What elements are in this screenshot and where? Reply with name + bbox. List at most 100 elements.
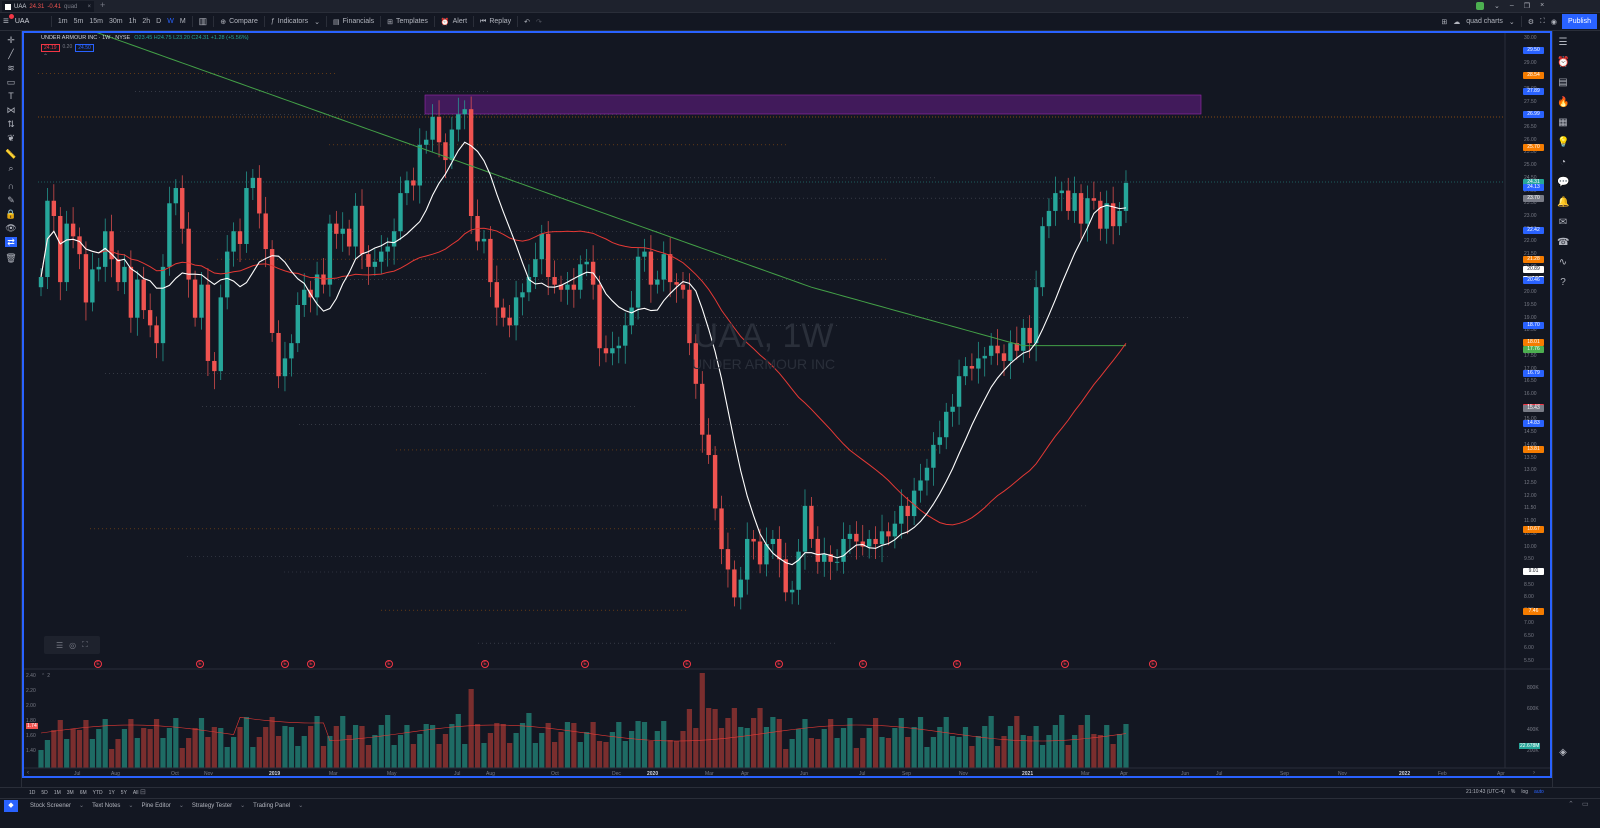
volume-bar[interactable] [795,729,802,768]
clock[interactable]: 21:10:43 (UTC-4) [1466,789,1505,795]
volume-bar[interactable] [1046,735,1052,768]
tab-close-icon[interactable]: × [87,3,91,10]
volume-bar[interactable] [1078,725,1084,768]
volume-bar[interactable] [577,742,583,768]
volume-bar[interactable] [590,722,596,768]
volume-bar[interactable] [462,744,468,768]
volume-bar[interactable] [911,727,917,768]
volume-bar[interactable] [545,723,551,768]
candle-body[interactable] [334,223,339,234]
candle-body[interactable] [539,233,544,260]
volume-bar[interactable] [153,719,160,768]
volume-bar[interactable] [442,734,449,768]
candle-body[interactable] [558,284,564,290]
templates-button[interactable]: Templates [396,18,428,25]
candle-body[interactable] [616,345,621,349]
candle-body[interactable] [327,223,333,285]
earnings-marker-icon[interactable]: E [196,660,204,668]
bottom-tab-chevron-icon[interactable]: ⌄ [298,803,304,809]
volume-bar[interactable] [994,746,1001,768]
candle-body[interactable] [661,254,666,280]
candle-body[interactable] [212,360,217,372]
earnings-marker-icon[interactable]: E [683,660,691,668]
brush-icon[interactable]: ❦ [7,133,15,143]
candle-body[interactable] [693,343,699,384]
trend-line-icon[interactable]: ╱ [8,49,14,59]
prediction-icon[interactable]: ⇅ [7,119,15,129]
volume-bar[interactable] [231,737,237,768]
candle-body[interactable] [969,366,975,369]
candle-body[interactable] [115,259,121,283]
volume-bar[interactable] [744,728,750,768]
candle-body[interactable] [854,533,859,542]
candle-body[interactable] [924,467,930,481]
volume-bar[interactable] [1097,735,1103,768]
candle-body[interactable] [841,538,846,562]
volume-bar[interactable] [327,736,333,768]
volume-bar[interactable] [815,739,821,768]
candle-body[interactable] [584,261,589,265]
bid-price[interactable]: 24.19 [41,44,60,52]
candle-body[interactable] [635,256,641,308]
volume-ma-line[interactable] [40,717,1127,742]
stay-drawing-icon[interactable]: ✎ [7,195,15,205]
collapse-panel-icon[interactable]: ⌃ [1568,801,1574,808]
ask-price[interactable]: 24.50 [75,44,94,52]
volume-bar[interactable] [166,728,172,768]
candle-body[interactable] [430,116,435,140]
indicators-button[interactable]: Indicators [277,18,309,25]
stack-icon[interactable]: ◈ [1559,747,1567,758]
object-tree-icon[interactable]: ☰ [56,640,64,650]
candle-body[interactable] [873,538,878,545]
bottom-tab-chevron-icon[interactable]: ⌄ [240,803,246,809]
volume-bar[interactable] [205,737,211,768]
volume-bar[interactable] [943,717,949,768]
volume-bar[interactable] [770,717,776,768]
volume-bar[interactable] [783,749,789,768]
candle-body[interactable] [905,505,910,517]
volume-bar[interactable] [1052,725,1058,768]
candle-body[interactable] [257,177,262,214]
volume-bar[interactable] [320,746,327,768]
volume-bar[interactable] [333,726,339,768]
candle-body[interactable] [263,213,268,250]
volume-bar[interactable] [295,746,301,768]
volume-bar[interactable] [378,725,384,768]
candle-body[interactable] [629,307,634,326]
maximize-panel-icon[interactable]: ▭ [1582,801,1589,808]
candle-body[interactable] [680,284,686,290]
candle-body[interactable] [314,274,320,298]
range-5D[interactable]: 5D [41,790,48,796]
volume-bar[interactable] [661,721,667,768]
layout-grid-icon[interactable]: ⊞ [1441,18,1448,26]
rectangle-icon[interactable]: ▭ [6,77,16,87]
volume-bar[interactable] [641,722,648,768]
candle-body[interactable] [783,559,788,593]
candle-body[interactable] [411,180,416,186]
candle-body[interactable] [764,544,769,565]
volume-bar[interactable] [584,732,590,768]
volume-bar[interactable] [494,723,500,768]
volume-bar[interactable] [975,736,981,768]
candle-body[interactable] [603,348,609,354]
volume-bar[interactable] [924,747,930,768]
publish-button[interactable]: Publish [1562,14,1597,29]
volume-bar[interactable] [70,729,76,768]
volume-bar[interactable] [198,718,205,768]
volume-bar[interactable] [500,724,506,768]
hotlist-icon[interactable]: 🔥 [1557,97,1570,108]
percent-toggle[interactable]: % [1510,789,1516,795]
volume-bar[interactable] [937,727,943,768]
ma-mid-line[interactable] [40,227,1127,526]
candle-body[interactable] [58,216,63,283]
auto-toggle[interactable]: auto [1534,789,1544,795]
candle-body[interactable] [205,284,211,361]
volume-bar[interactable] [654,731,660,768]
candle-body[interactable] [1085,198,1090,224]
volume-bar[interactable] [519,723,526,768]
candle-body[interactable] [462,109,467,115]
volume-bar[interactable] [616,722,622,768]
earnings-marker-icon[interactable]: E [281,660,289,668]
candle-body[interactable] [1059,190,1064,194]
browser-tab[interactable]: UAA 24.31 -0.41 quad × [2,1,94,12]
